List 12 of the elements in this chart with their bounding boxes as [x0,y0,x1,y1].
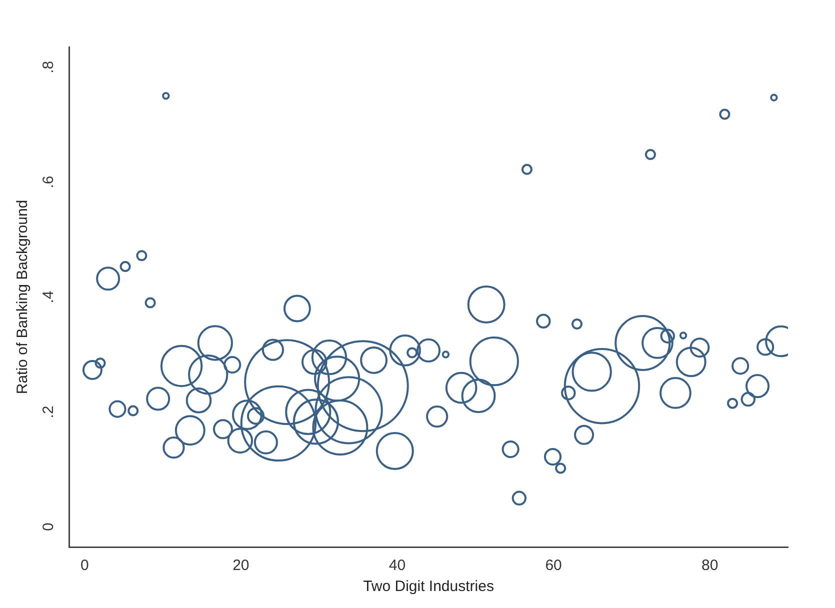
x-tick-label: 20 [232,557,250,574]
x-axis-title: Two Digit Industries [363,578,494,596]
x-tick-label: 80 [702,557,718,574]
x-tick-label: 40 [388,557,406,574]
y-tick-label: .4 [40,290,58,304]
x-tick-label: 0 [80,557,89,574]
x-tick-label: 60 [545,557,562,574]
y-tick-label: .6 [40,176,58,188]
y-tick-label: .8 [40,60,58,74]
y-tick-label: .2 [40,406,58,418]
y-tick-label: 0 [40,522,58,532]
y-axis-title: Ratio of Banking Background [14,200,32,394]
